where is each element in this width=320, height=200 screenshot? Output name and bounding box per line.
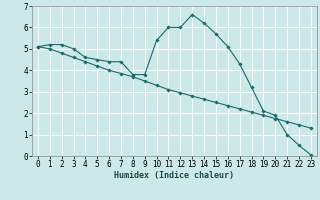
X-axis label: Humidex (Indice chaleur): Humidex (Indice chaleur) [115,171,234,180]
